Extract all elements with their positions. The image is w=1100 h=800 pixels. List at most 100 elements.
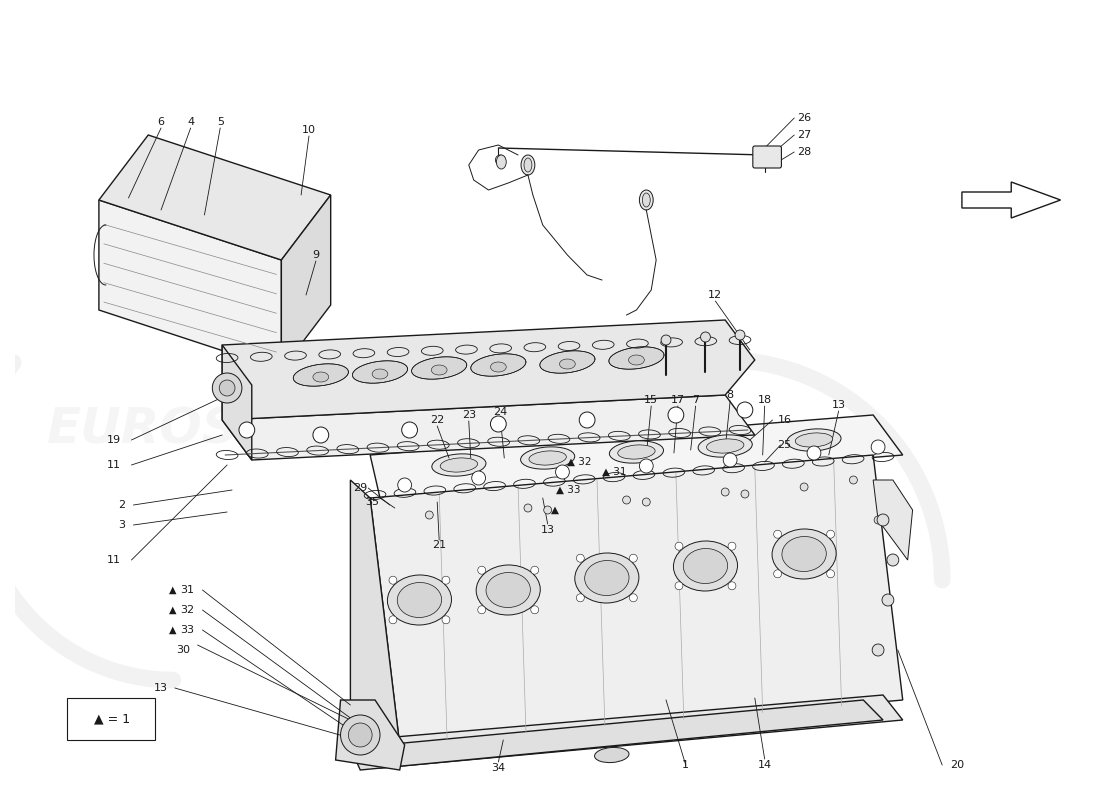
Circle shape	[849, 476, 857, 484]
Circle shape	[491, 416, 506, 432]
Circle shape	[341, 715, 380, 755]
Circle shape	[543, 506, 551, 514]
Circle shape	[675, 582, 683, 590]
Text: 13: 13	[541, 525, 554, 535]
Ellipse shape	[524, 158, 532, 172]
Text: 20: 20	[950, 760, 964, 770]
Text: ▲ = 1: ▲ = 1	[94, 713, 130, 726]
Ellipse shape	[491, 362, 506, 372]
Text: 30: 30	[176, 645, 189, 655]
Text: ▲ 31: ▲ 31	[602, 467, 626, 477]
Text: 31: 31	[180, 585, 195, 595]
Polygon shape	[336, 700, 405, 770]
Circle shape	[495, 155, 505, 165]
Ellipse shape	[786, 429, 842, 451]
Ellipse shape	[476, 565, 540, 615]
Text: 32: 32	[180, 605, 195, 615]
Ellipse shape	[432, 454, 486, 476]
Circle shape	[531, 566, 539, 574]
Ellipse shape	[431, 365, 447, 375]
Text: 19: 19	[107, 435, 121, 445]
Circle shape	[477, 606, 486, 614]
Ellipse shape	[575, 553, 639, 603]
Circle shape	[402, 422, 418, 438]
FancyBboxPatch shape	[67, 698, 155, 740]
Text: ▲: ▲	[551, 505, 559, 515]
Ellipse shape	[372, 369, 388, 379]
Circle shape	[773, 530, 782, 538]
Text: 13: 13	[832, 400, 846, 410]
Circle shape	[661, 335, 671, 345]
Circle shape	[580, 412, 595, 428]
Ellipse shape	[698, 435, 752, 457]
Polygon shape	[282, 195, 331, 370]
Circle shape	[426, 511, 433, 519]
Text: EUROSPARES: EUROSPARES	[46, 406, 418, 454]
Circle shape	[239, 422, 255, 438]
Circle shape	[773, 570, 782, 578]
Ellipse shape	[628, 355, 645, 365]
Circle shape	[477, 566, 486, 574]
Ellipse shape	[397, 582, 441, 618]
Text: 3: 3	[118, 520, 125, 530]
Circle shape	[887, 554, 899, 566]
Ellipse shape	[795, 433, 833, 447]
Circle shape	[800, 483, 808, 491]
Polygon shape	[370, 455, 903, 745]
Circle shape	[531, 606, 539, 614]
Polygon shape	[222, 320, 755, 420]
Polygon shape	[471, 354, 526, 376]
Ellipse shape	[440, 458, 477, 472]
Circle shape	[576, 594, 584, 602]
Circle shape	[349, 723, 372, 747]
Ellipse shape	[595, 747, 629, 762]
Circle shape	[629, 554, 637, 562]
Ellipse shape	[387, 575, 451, 625]
Text: 13: 13	[154, 683, 168, 693]
Text: 10: 10	[302, 125, 316, 135]
Ellipse shape	[772, 529, 836, 579]
Circle shape	[623, 496, 630, 504]
Text: 18: 18	[758, 395, 772, 405]
Text: 11: 11	[107, 555, 121, 565]
Ellipse shape	[496, 155, 506, 169]
Polygon shape	[222, 395, 755, 460]
Ellipse shape	[585, 561, 629, 595]
Ellipse shape	[312, 372, 329, 382]
Circle shape	[398, 478, 411, 492]
Polygon shape	[99, 200, 282, 370]
Text: ▲: ▲	[169, 625, 177, 635]
Text: 1: 1	[682, 760, 690, 770]
Text: 14: 14	[758, 760, 772, 770]
Text: 23: 23	[462, 410, 476, 420]
Text: ▲: ▲	[169, 605, 177, 615]
Circle shape	[524, 504, 532, 512]
Polygon shape	[411, 357, 466, 379]
Circle shape	[728, 582, 736, 590]
Circle shape	[442, 616, 450, 624]
Circle shape	[807, 446, 821, 460]
Circle shape	[871, 440, 886, 454]
Text: 21: 21	[432, 540, 447, 550]
Circle shape	[576, 554, 584, 562]
Polygon shape	[352, 361, 408, 383]
Ellipse shape	[609, 441, 663, 463]
Text: 4: 4	[187, 117, 195, 127]
Polygon shape	[540, 350, 595, 373]
Text: 17: 17	[671, 395, 685, 405]
Ellipse shape	[782, 537, 826, 571]
Circle shape	[472, 471, 485, 485]
Polygon shape	[294, 364, 349, 386]
Polygon shape	[99, 135, 331, 260]
Ellipse shape	[520, 447, 574, 469]
Text: 26: 26	[798, 113, 811, 123]
Circle shape	[212, 373, 242, 403]
Text: 5: 5	[217, 117, 223, 127]
Circle shape	[723, 453, 737, 467]
Circle shape	[741, 490, 749, 498]
Text: 33: 33	[180, 625, 195, 635]
Text: 15: 15	[645, 395, 658, 405]
Text: ▲ 33: ▲ 33	[556, 485, 580, 495]
Polygon shape	[609, 346, 664, 369]
Text: 27: 27	[798, 130, 811, 140]
